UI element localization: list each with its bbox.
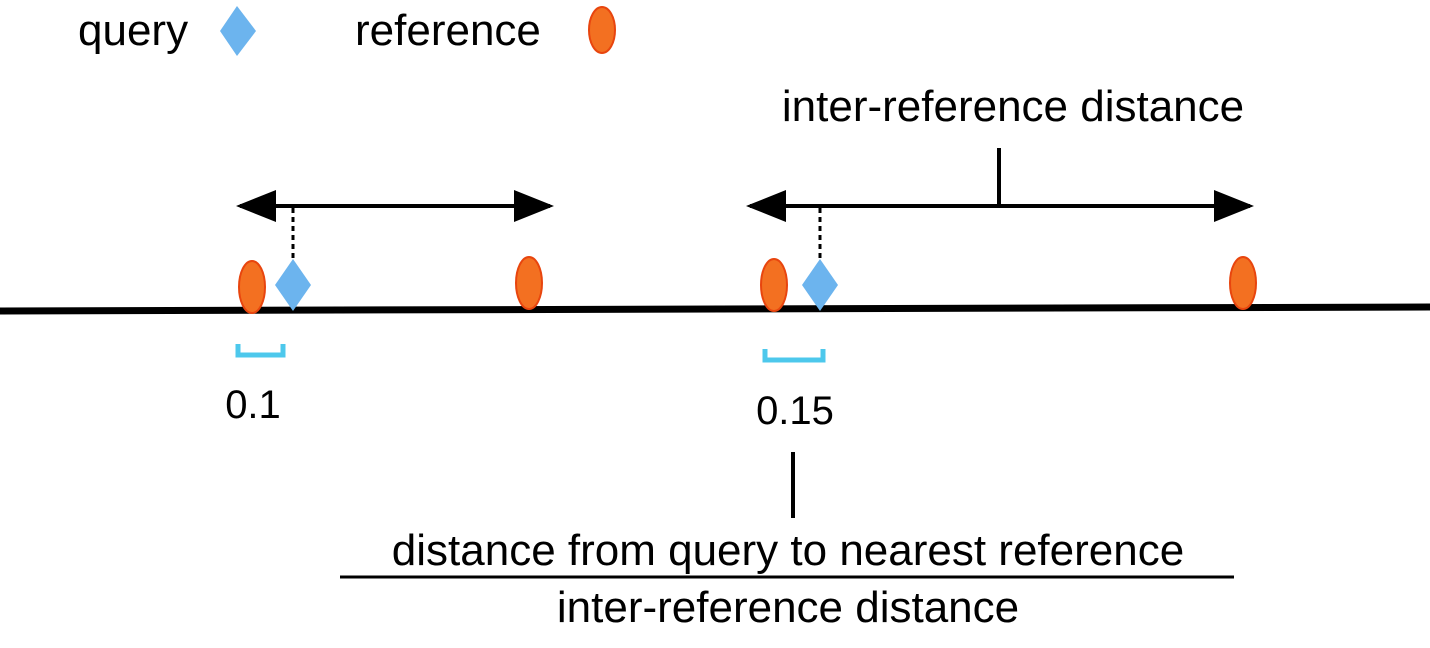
legend-query-label: query xyxy=(78,6,188,55)
ratio-formula: distance from query to nearest reference… xyxy=(340,526,1234,632)
left-distance-bracket xyxy=(235,344,286,358)
reference-legend-ellipse-icon xyxy=(588,6,616,54)
reference-point-4 xyxy=(1229,256,1257,310)
legend: query reference xyxy=(78,6,616,56)
reference-point-1 xyxy=(238,260,266,314)
ratio-value-left: 0.1 xyxy=(225,383,281,427)
right-distance-bracket xyxy=(762,349,826,363)
axis-line xyxy=(0,303,1430,315)
inter-reference-distance-label: inter-reference distance xyxy=(782,82,1244,131)
reference-point-2 xyxy=(515,256,543,310)
legend-reference-label: reference xyxy=(355,6,541,55)
ratio-value-right: 0.15 xyxy=(756,389,834,433)
query-legend-diamond-icon xyxy=(220,6,256,56)
formula-denominator: inter-reference distance xyxy=(557,583,1019,632)
query-point-1-diamond-icon xyxy=(275,259,311,311)
query-point-2-diamond-icon xyxy=(802,259,838,311)
formula-numerator: distance from query to nearest reference xyxy=(392,526,1184,575)
reference-point-3 xyxy=(760,258,788,312)
